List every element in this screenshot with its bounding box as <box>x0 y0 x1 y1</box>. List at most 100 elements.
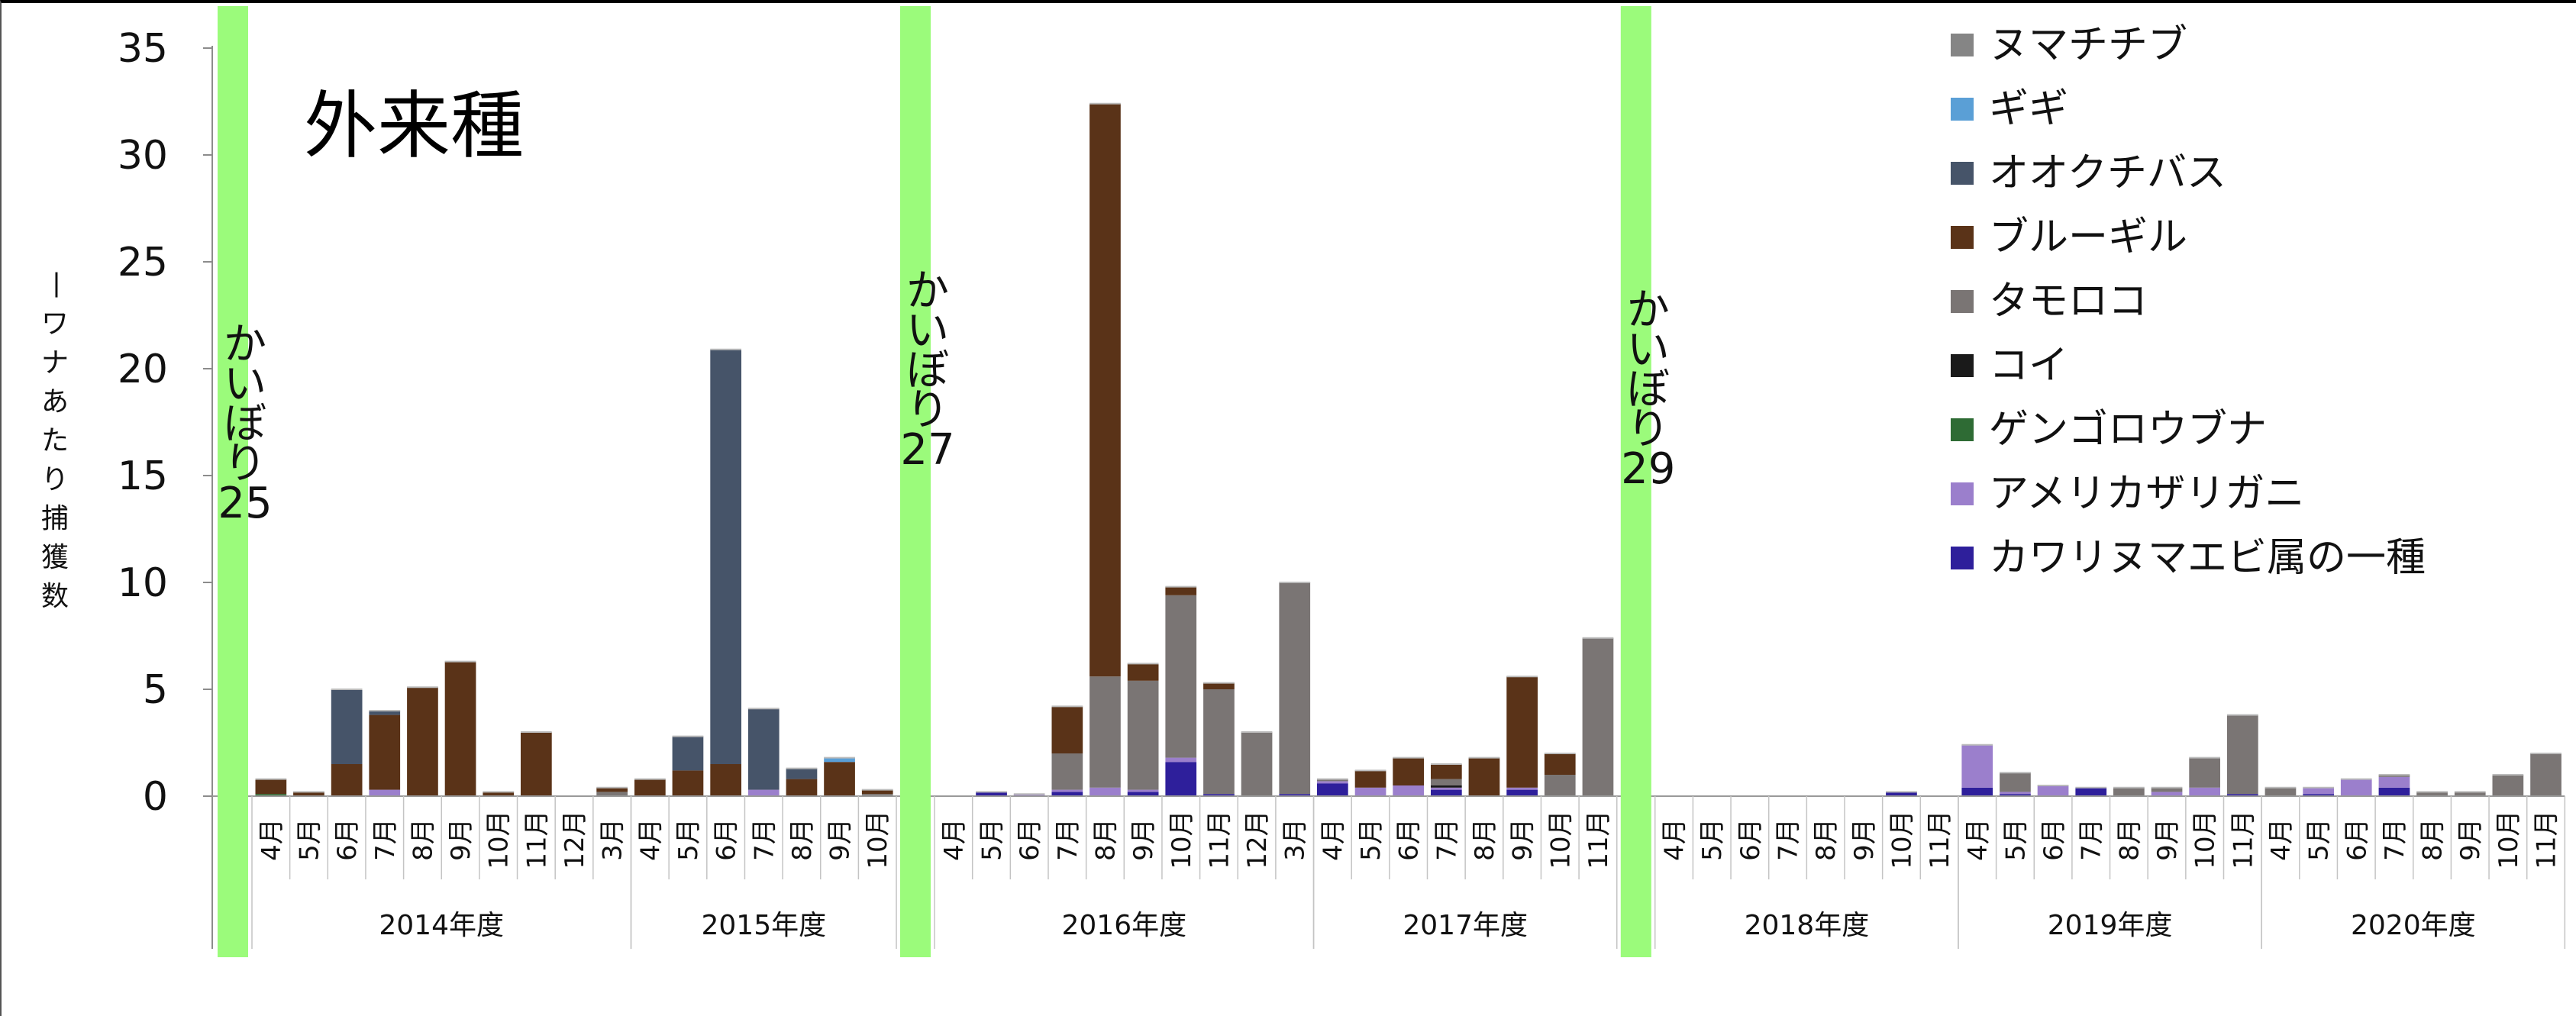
x-tick-7: 11月 <box>521 810 552 869</box>
year-label-6: 2020年度 <box>2351 910 2476 941</box>
kaibori-label-1-0: か <box>906 266 949 316</box>
bar-4-26 <box>1279 582 1311 795</box>
y-tick-3: 15 <box>118 453 168 499</box>
x-tick-40: 9月 <box>1849 818 1880 861</box>
chart-subtitle: 外来種 <box>304 83 524 169</box>
x-tick-6: 10月 <box>484 810 515 869</box>
kaibori-label-2-3: り <box>1627 405 1670 454</box>
bar-2-0 <box>255 794 287 796</box>
bar-1-44 <box>2000 792 2031 795</box>
bar-1-52 <box>2303 787 2334 795</box>
bar-4-23 <box>1165 595 1197 758</box>
bar-5-5 <box>444 661 476 796</box>
bar-6-11 <box>672 736 704 771</box>
legend-swatch-5 <box>1951 354 1974 377</box>
x-tick-39: 8月 <box>1811 818 1842 861</box>
bar-5-9 <box>596 787 628 792</box>
x-tick-26: 3月 <box>1280 818 1311 861</box>
bar-0-43 <box>1961 787 1993 796</box>
year-label-1: 2015年度 <box>701 910 826 941</box>
year-label-5: 2019年度 <box>2048 910 2173 941</box>
y-tick-2: 10 <box>118 560 168 606</box>
bar-4-24 <box>1203 689 1235 795</box>
bar-5-11 <box>672 770 704 796</box>
kaibori-band-0 <box>218 6 248 957</box>
x-tick-8: 12月 <box>560 810 590 869</box>
bar-4-30 <box>1431 779 1462 785</box>
bar-4-16 <box>861 794 893 796</box>
x-tick-41: 10月 <box>1887 810 1918 869</box>
bar-1-21 <box>1089 787 1121 796</box>
x-tick-4: 8月 <box>408 818 438 861</box>
legend-label-7: アメリカザリガニ <box>1989 471 2304 517</box>
bar-0-23 <box>1165 762 1197 796</box>
y-label-char-8: 数 <box>41 581 69 612</box>
year-label-2: 2016年度 <box>1061 910 1186 941</box>
legend-swatch-3 <box>1951 226 1974 249</box>
x-tick-5: 9月 <box>446 818 476 861</box>
y-tick-1: 5 <box>143 667 168 713</box>
y-label-char-3: あ <box>41 386 69 418</box>
bar-0-18 <box>976 792 1007 796</box>
bar-1-22 <box>1127 789 1159 792</box>
bar-4-25 <box>1241 732 1273 796</box>
legend-label-4: タモロコ <box>1989 279 2148 324</box>
x-tick-2: 6月 <box>332 818 363 861</box>
bar-5-30 <box>1431 764 1462 779</box>
y-label-char-5: り <box>41 464 69 495</box>
bar-5-3 <box>369 714 401 790</box>
x-tick-56: 9月 <box>2455 818 2486 861</box>
bar-4-22 <box>1127 680 1159 790</box>
bar-1-13 <box>747 789 780 796</box>
bar-1-32 <box>1506 787 1538 790</box>
bar-0-22 <box>1127 792 1159 796</box>
bar-4-51 <box>2264 787 2297 796</box>
x-tick-42: 11月 <box>1925 810 1955 869</box>
bar-5-29 <box>1393 757 1424 785</box>
x-tick-43: 4月 <box>1963 818 1993 861</box>
kaibori-band-1 <box>900 6 931 957</box>
x-tick-51: 4月 <box>2266 818 2297 861</box>
bar-6-13 <box>747 708 780 790</box>
bar-0-46 <box>2075 787 2107 796</box>
kaibori-label-1-2: ぼ <box>906 346 949 395</box>
bar-4-50 <box>2227 714 2258 795</box>
x-tick-47: 8月 <box>2114 818 2145 861</box>
bar-5-32 <box>1506 676 1538 788</box>
kaibori-label-0-4: 25 <box>218 479 272 528</box>
bar-0-54 <box>2378 787 2410 796</box>
x-tick-12: 6月 <box>712 818 742 861</box>
bar-3-30 <box>1431 785 1462 788</box>
x-tick-57: 10月 <box>2494 810 2524 869</box>
x-tick-35: 4月 <box>1660 818 1690 861</box>
x-tick-3: 7月 <box>370 818 401 861</box>
x-tick-55: 8月 <box>2418 818 2448 861</box>
bar-6-12 <box>710 349 741 764</box>
bar-4-9 <box>596 792 628 796</box>
bar-5-6 <box>483 792 515 796</box>
legend-label-1: ギギ <box>1989 86 2068 132</box>
bar-0-20 <box>1051 792 1083 796</box>
x-tick-24: 11月 <box>1204 810 1235 869</box>
bar-4-27 <box>1317 779 1348 782</box>
bar-5-16 <box>861 789 893 795</box>
bar-4-33 <box>1544 775 1576 796</box>
kaibori-label-0-3: り <box>224 439 266 489</box>
kaibori-label-0-0: か <box>224 320 266 369</box>
bar-5-21 <box>1089 103 1121 677</box>
bar-5-24 <box>1203 682 1235 689</box>
legend-swatch-6 <box>1951 418 1974 441</box>
x-tick-52: 5月 <box>2304 818 2335 861</box>
bar-0-27 <box>1317 783 1348 796</box>
x-tick-14: 8月 <box>787 818 818 861</box>
y-label-char-7: 獲 <box>41 542 69 573</box>
legend-swatch-2 <box>1951 162 1974 185</box>
y-tick-6: 30 <box>118 133 168 179</box>
year-label-0: 2014年度 <box>379 910 504 941</box>
x-tick-53: 6月 <box>2342 818 2372 861</box>
x-tick-46: 7月 <box>2077 818 2107 861</box>
bar-1-23 <box>1165 757 1197 763</box>
legend-label-3: ブルーギル <box>1989 214 2187 260</box>
bar-0-24 <box>1203 794 1235 796</box>
bar-5-2 <box>331 764 363 796</box>
